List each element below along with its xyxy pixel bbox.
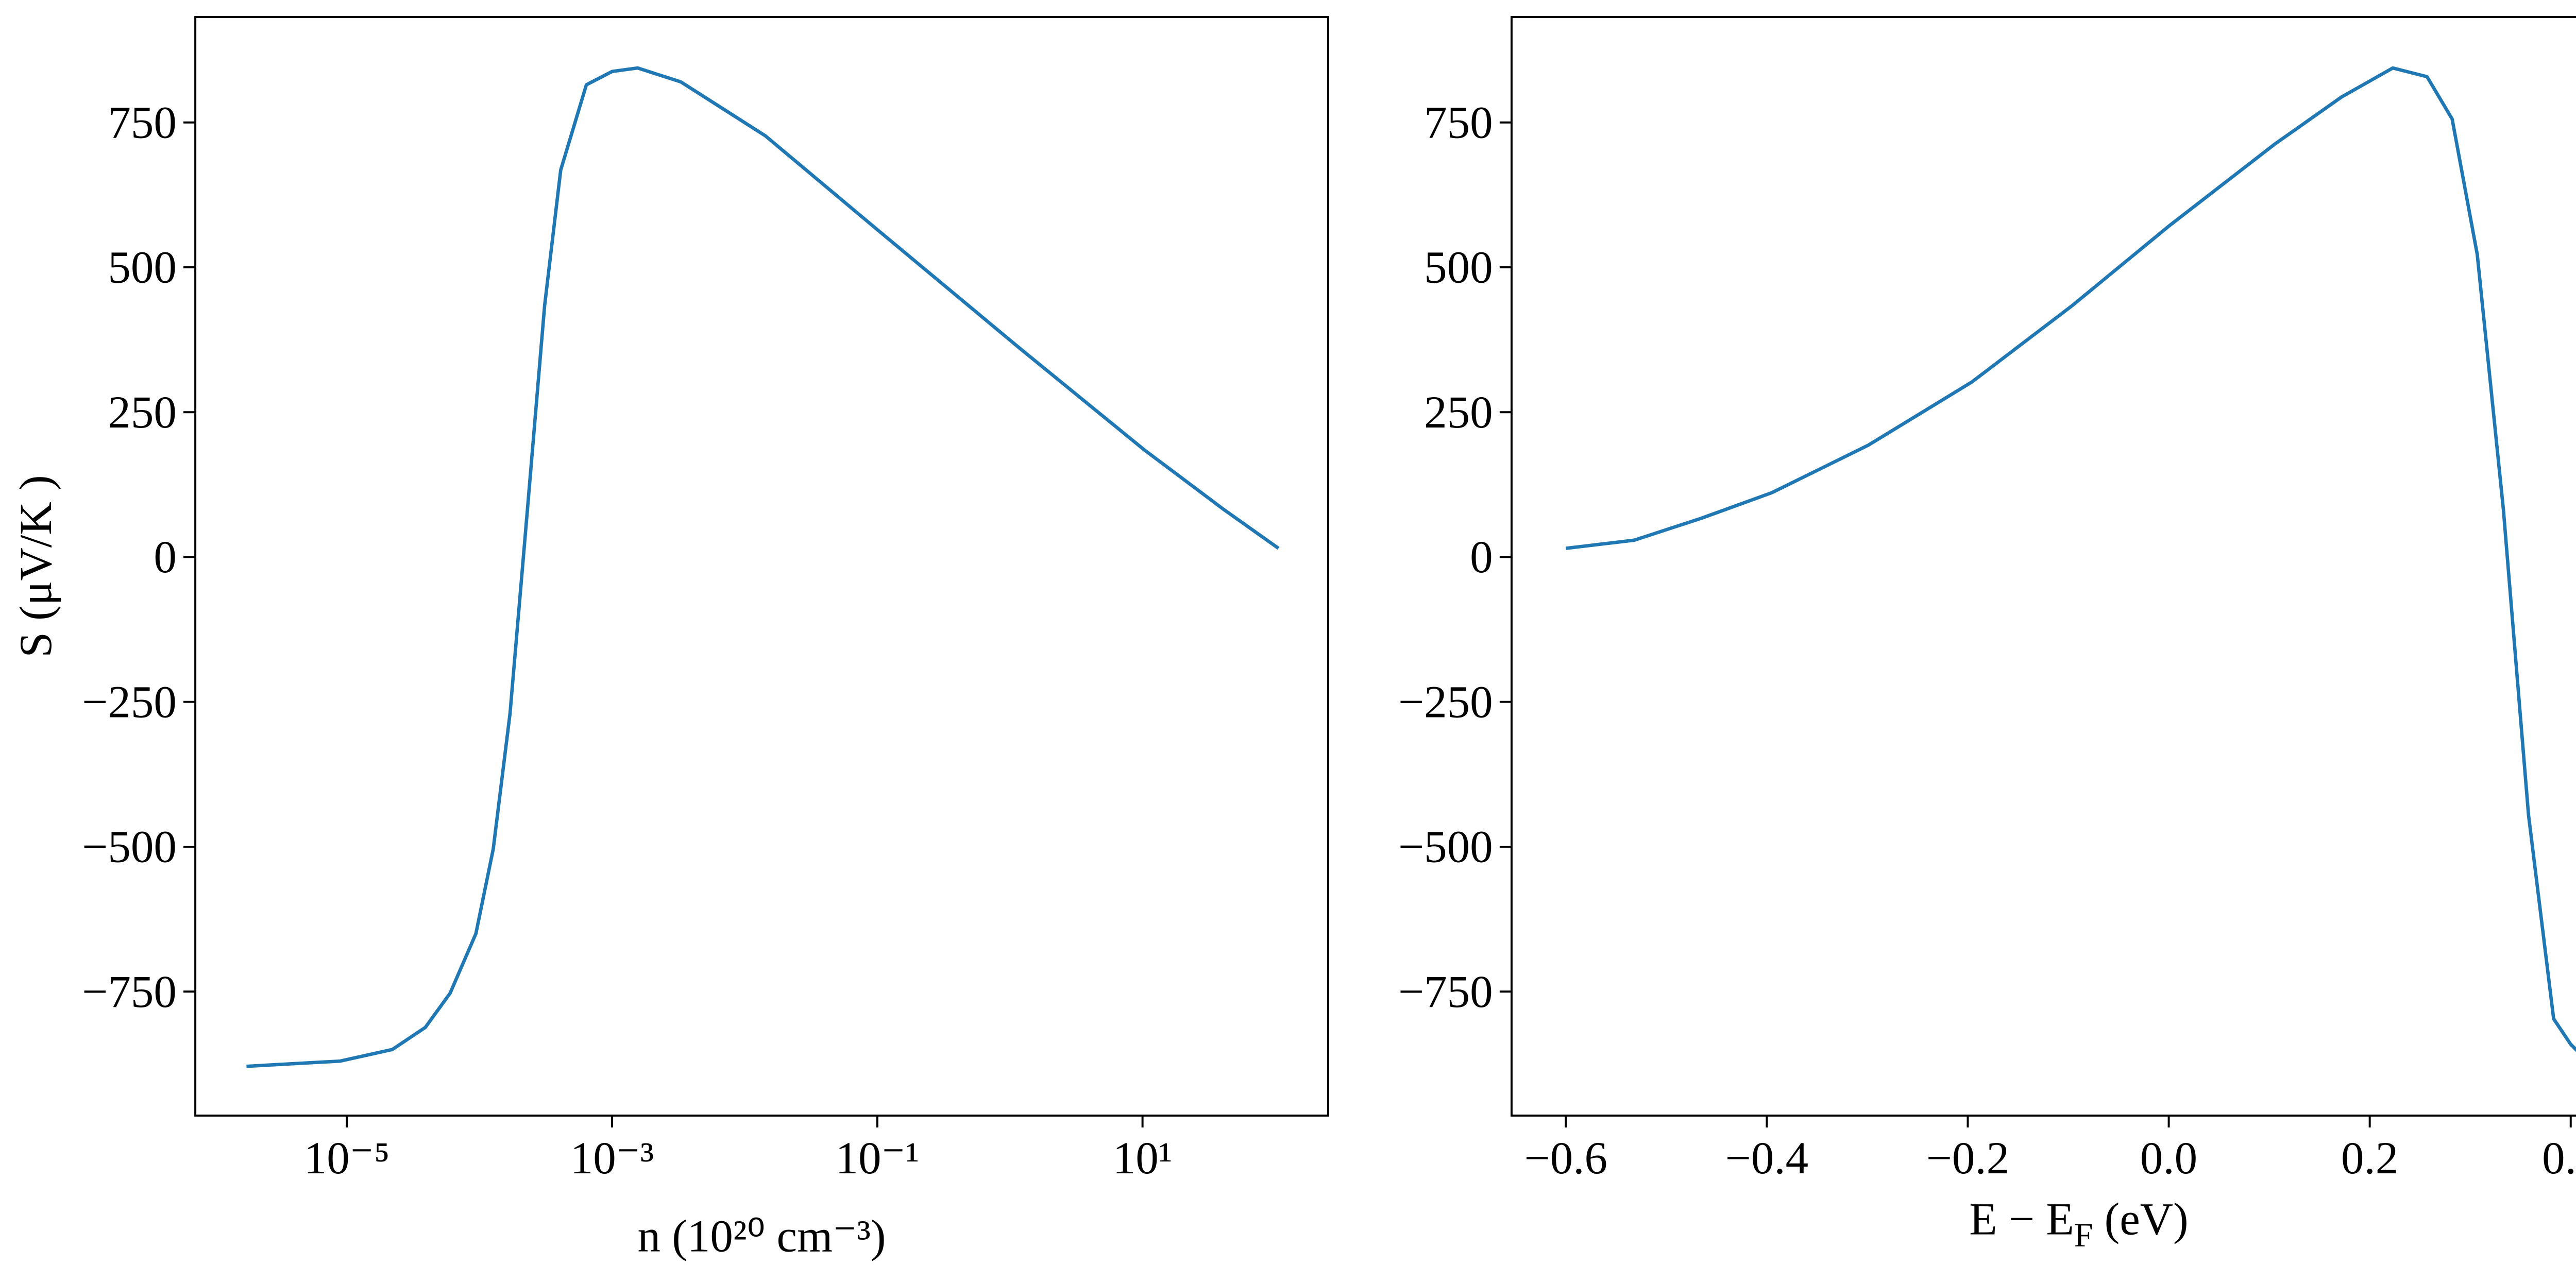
y-tick-label: 250: [108, 387, 176, 438]
x-tick-label: −0.6: [1524, 1133, 1607, 1184]
y-tick-label: 500: [108, 243, 176, 293]
data-line: [1565, 66, 2576, 1052]
x-axis-label-part: F: [2074, 1217, 2093, 1254]
plot-frame: [1510, 16, 2576, 1117]
y-tick-label: 500: [1424, 243, 1493, 293]
x-tick-label: 10⁻¹: [835, 1133, 919, 1184]
y-tick-label: 0: [154, 532, 176, 583]
y-tick-label: 750: [108, 97, 176, 148]
x-tick-label: −0.2: [1926, 1133, 2009, 1184]
data-line: [246, 66, 1280, 1068]
x-tick-label: −0.4: [1725, 1133, 1808, 1184]
x-tick-label: 10¹: [1113, 1133, 1173, 1184]
x-axis-label-part: (eV): [2093, 1194, 2188, 1245]
x-tick-label: 10⁻⁵: [304, 1133, 390, 1184]
x-axis-label: E − EF (eV): [1969, 1194, 2188, 1254]
y-tick-label: 250: [1424, 387, 1493, 438]
x-tick-label: 0.0: [2140, 1133, 2197, 1184]
y-tick-label: −500: [82, 822, 177, 873]
y-tick-label: −750: [82, 967, 177, 1017]
plot-frame: [194, 16, 1329, 1117]
y-tick-label: −750: [1398, 967, 1493, 1017]
y-tick-label: 750: [1424, 97, 1493, 148]
x-tick-label: 0.2: [2341, 1133, 2398, 1184]
y-tick-label: −250: [1398, 677, 1493, 727]
x-axis-label: n (10²⁰ cm⁻³): [637, 1211, 886, 1262]
y-axis-label: S (μV/K ): [11, 475, 61, 657]
y-tick-label: 0: [1470, 532, 1493, 583]
x-axis-label-part: E − E: [1969, 1194, 2074, 1245]
y-tick-label: −500: [1398, 822, 1493, 873]
x-tick-label: 0.4: [2542, 1133, 2576, 1184]
x-tick-label: 10⁻³: [570, 1133, 654, 1184]
y-tick-label: −250: [82, 677, 177, 727]
